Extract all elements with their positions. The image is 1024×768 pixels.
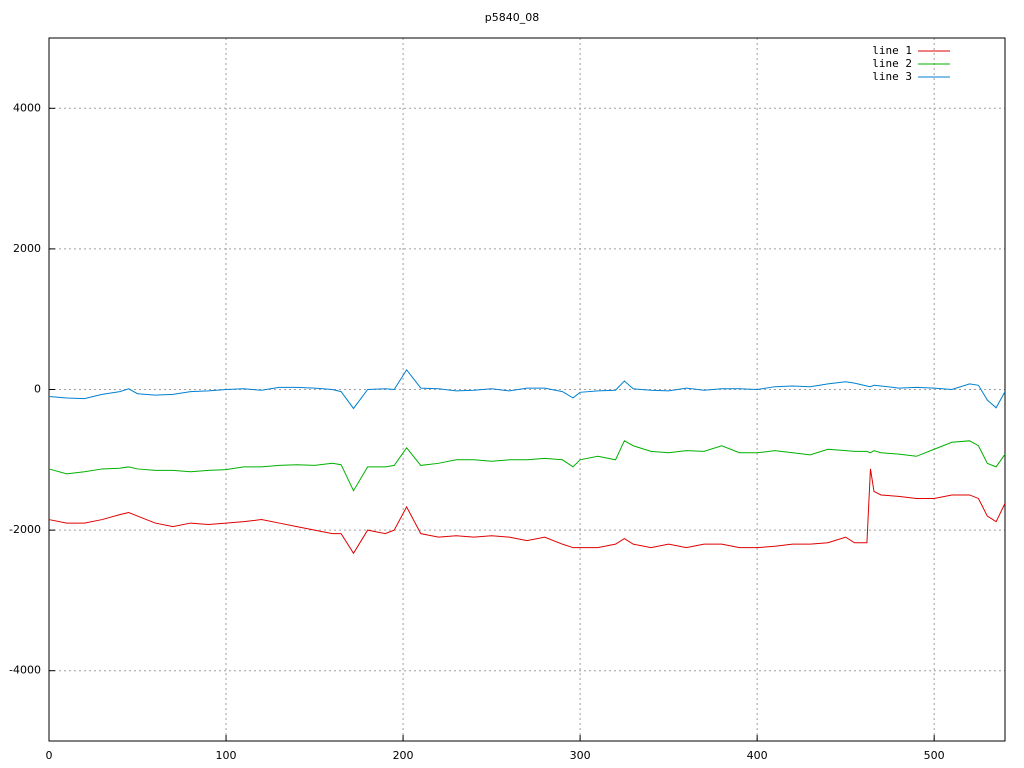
y-tick-label: 4000	[13, 101, 41, 114]
data-line	[48, 440, 1006, 492]
legend-label: line 1	[872, 44, 912, 57]
x-tick-label: 400	[747, 749, 768, 762]
legend-label: line 2	[872, 57, 912, 70]
y-tick-label: -4000	[9, 664, 41, 677]
y-tick-label: 0	[34, 383, 41, 396]
chart-title: p5840_08	[485, 11, 539, 24]
x-tick-label: 100	[216, 749, 237, 762]
data-line	[48, 468, 1006, 555]
plot-frame	[48, 37, 1006, 742]
data-line	[48, 368, 1006, 410]
x-tick-label: 0	[46, 749, 53, 762]
y-tick-label: 2000	[13, 242, 41, 255]
x-tick-label: 300	[570, 749, 591, 762]
legend-label: line 3	[872, 70, 912, 83]
y-tick-label: -2000	[9, 523, 41, 536]
x-tick-label: 500	[924, 749, 945, 762]
x-tick-label: 200	[393, 749, 414, 762]
